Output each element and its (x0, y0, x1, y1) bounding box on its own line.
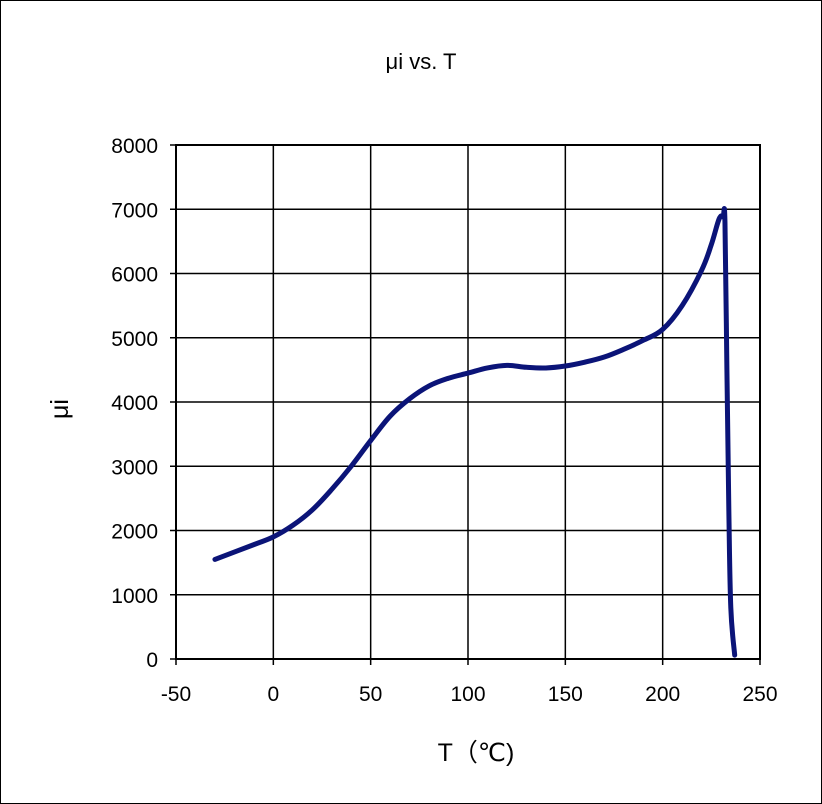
y-tick-label: 2000 (111, 521, 158, 544)
y-tick-label: 1000 (111, 585, 158, 608)
x-tick-label: 150 (548, 683, 583, 706)
grid-lines (170, 144, 761, 665)
y-tick-label: 8000 (111, 135, 158, 158)
x-tick-labels: -50 0 50 100 150 200 250 (161, 683, 778, 706)
series-line (212, 206, 738, 658)
y-tick-label: 0 (146, 649, 158, 672)
chart-title: μi vs. T (386, 49, 457, 74)
y-tick-label: 7000 (111, 199, 158, 222)
y-tick-label: 5000 (111, 328, 158, 351)
plot-area (175, 144, 761, 660)
y-tick-labels: 0 1000 2000 3000 4000 5000 6000 7000 8000 (111, 135, 158, 672)
y-tick-label: 6000 (111, 264, 158, 287)
x-axis-title: T（℃) (438, 739, 515, 767)
x-tick-label: 250 (742, 683, 777, 706)
x-tick-label: 0 (267, 683, 279, 706)
y-axis-title: μi (46, 399, 74, 419)
x-tick-label: 100 (450, 683, 485, 706)
x-tick-label: 50 (359, 683, 382, 706)
x-tick-label: 200 (645, 683, 680, 706)
y-tick-label: 3000 (111, 456, 158, 479)
x-tick-label: -50 (161, 683, 191, 706)
y-tick-label: 4000 (111, 392, 158, 415)
